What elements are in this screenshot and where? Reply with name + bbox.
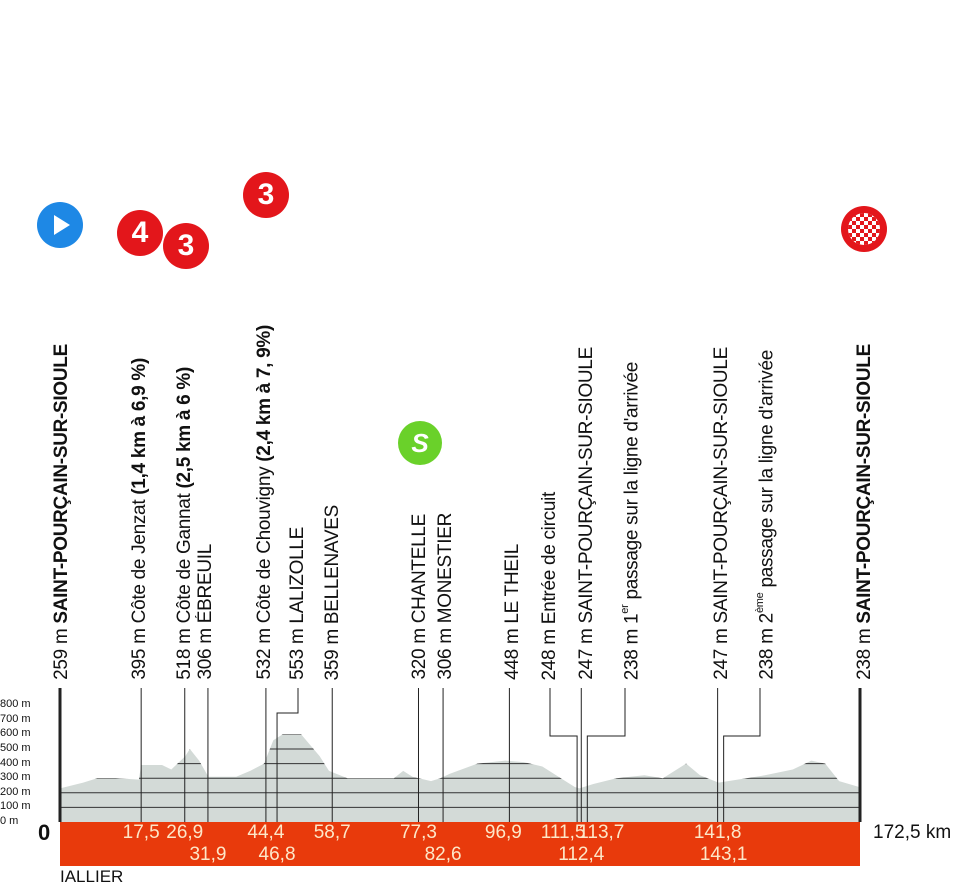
elevation-tick: 500 m bbox=[0, 742, 31, 754]
distance-km-label: 82,6 bbox=[424, 844, 462, 865]
distance-total: 172,5 km bbox=[873, 822, 952, 843]
elevation-tick: 400 m bbox=[0, 756, 31, 769]
distance-km-label: 141,8 bbox=[693, 822, 742, 843]
climb-cat-4-icon: 4 bbox=[117, 210, 163, 256]
finish-icon bbox=[841, 206, 887, 252]
connector-line bbox=[276, 688, 299, 822]
badge-text: 4 bbox=[131, 216, 149, 249]
climb-cat-3-icon: 3 bbox=[243, 172, 289, 218]
distance-km-label: 44,4 bbox=[247, 822, 285, 843]
distance-km-label: 31,9 bbox=[189, 844, 227, 865]
elevation-tick: 700 m bbox=[0, 712, 31, 725]
distance-km-label: 46,8 bbox=[258, 844, 296, 865]
distance-km-label: 26,9 bbox=[166, 822, 204, 843]
climb-cat-3-icon: 3 bbox=[163, 223, 209, 269]
badge-text: S bbox=[411, 427, 429, 458]
sprint-icon: S bbox=[398, 421, 442, 465]
elevation-tick: 0 m bbox=[0, 815, 19, 827]
elevation-tick: 800 m bbox=[0, 698, 31, 711]
elevation-tick: 100 m bbox=[0, 800, 31, 813]
badge-text: 3 bbox=[257, 178, 275, 211]
distance-km-label: 96,9 bbox=[484, 822, 522, 843]
distance-start: 0 bbox=[38, 820, 51, 845]
distance-km-label: 111,5 bbox=[540, 822, 586, 843]
elevation-tick: 300 m bbox=[0, 771, 31, 784]
connector-line bbox=[723, 688, 761, 822]
distance-km-label: 112,4 bbox=[558, 844, 605, 865]
distance-km-label: 77,3 bbox=[399, 822, 437, 843]
connector-line bbox=[586, 688, 626, 822]
distance-bar bbox=[60, 822, 860, 866]
distance-km-label: 143,1 bbox=[699, 844, 748, 865]
connector-line bbox=[549, 688, 578, 822]
department-label: IALLIER bbox=[60, 867, 124, 886]
elevation-tick: 600 m bbox=[0, 727, 31, 740]
elevation-tick: 200 m bbox=[0, 785, 31, 798]
distance-km-label: 58,7 bbox=[313, 822, 351, 843]
distance-km-label: 17,5 bbox=[122, 822, 160, 843]
badge-text: 3 bbox=[177, 229, 195, 262]
start-icon bbox=[37, 202, 83, 248]
distance-km-label: 113,7 bbox=[578, 822, 625, 843]
